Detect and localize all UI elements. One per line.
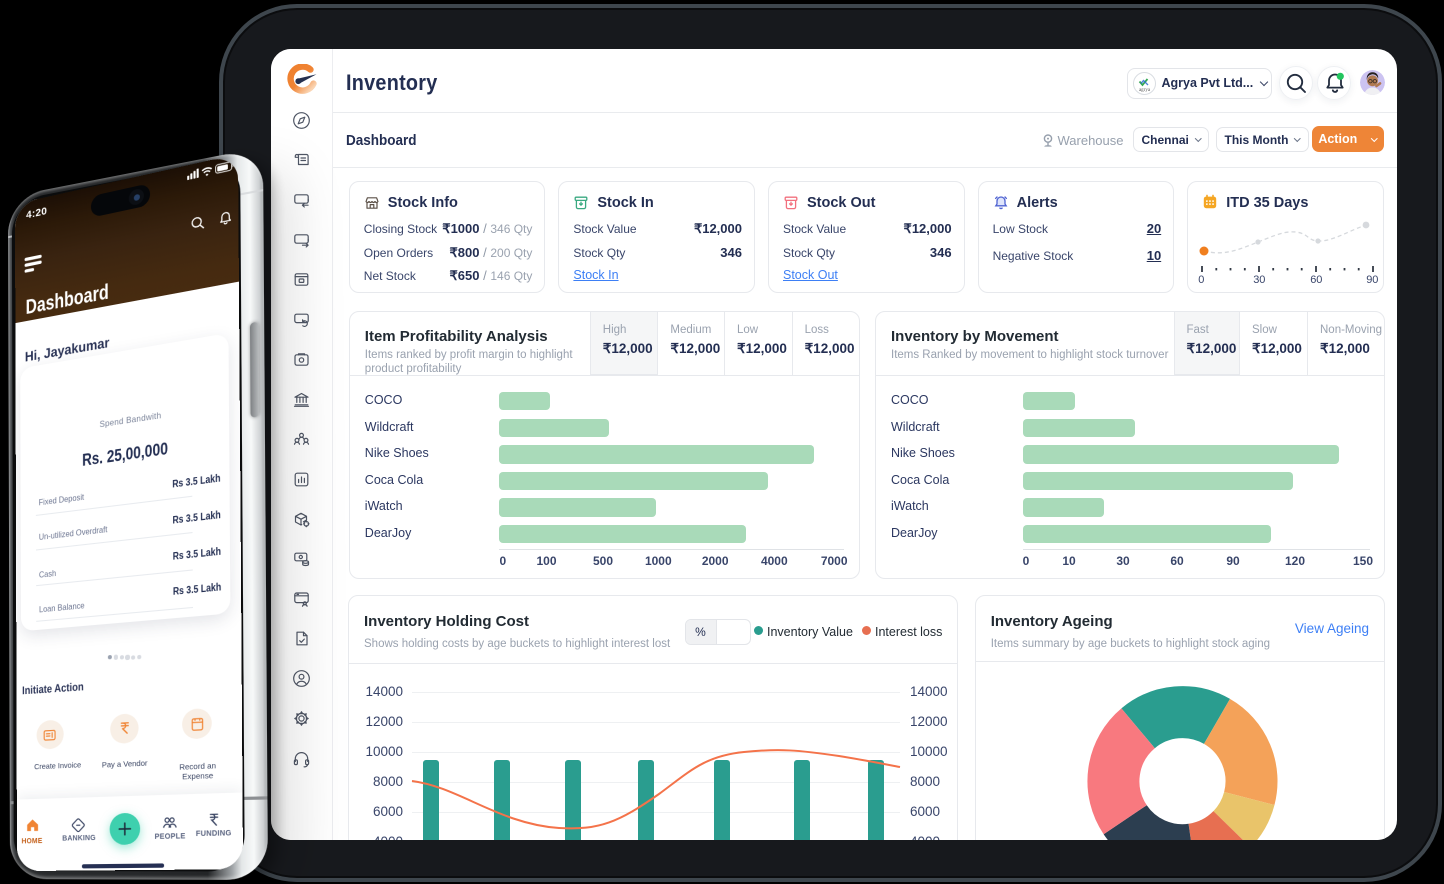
svg-text:agrya: agrya (1138, 88, 1150, 93)
